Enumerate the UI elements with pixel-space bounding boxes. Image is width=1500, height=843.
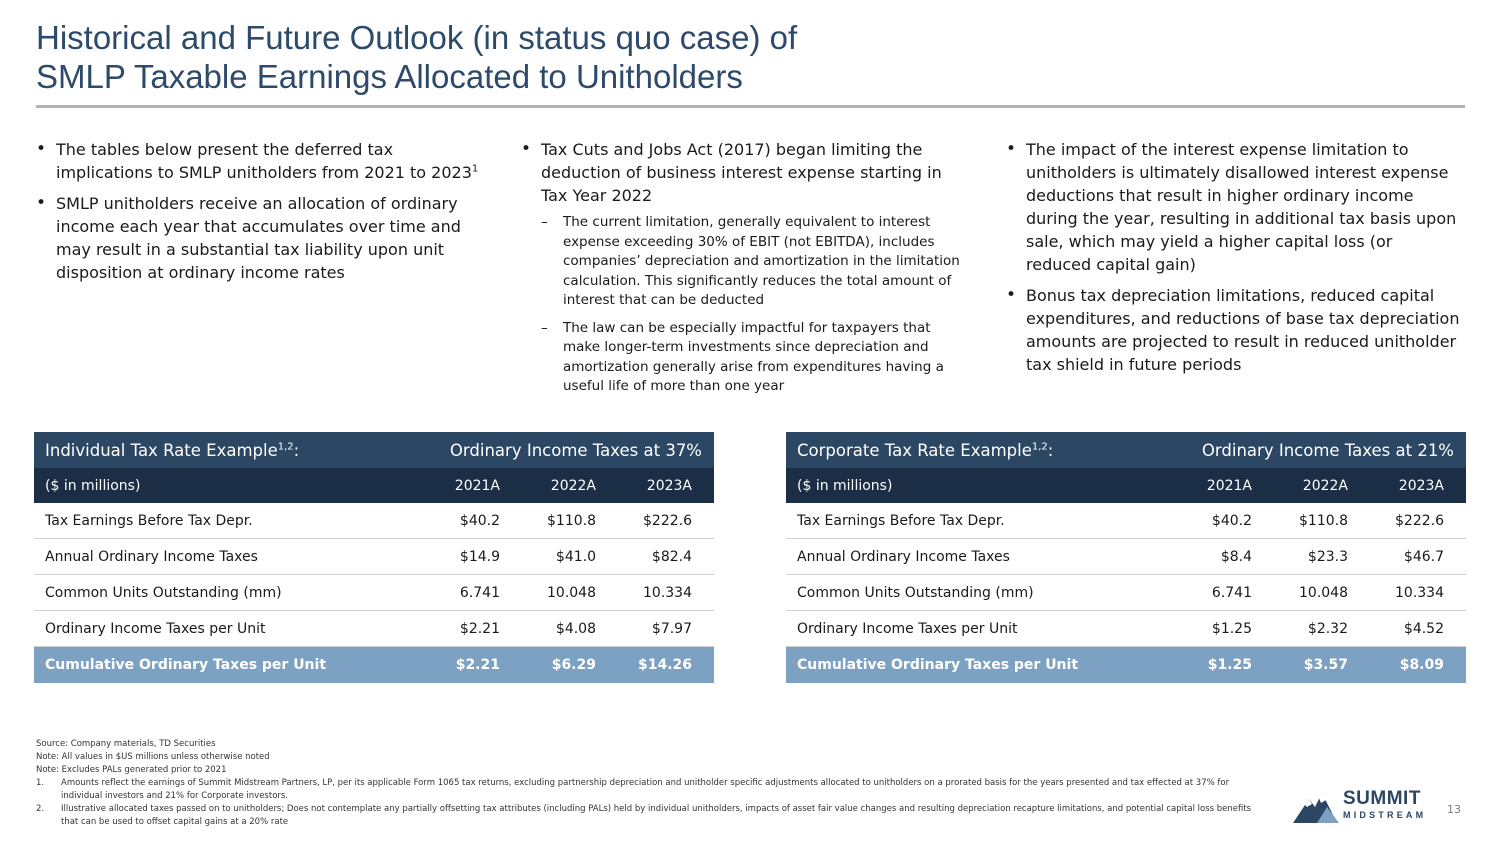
cell-value: $4.52 xyxy=(1348,610,1466,647)
table-row: Tax Earnings Before Tax Depr. $40.2 $110… xyxy=(786,503,1466,539)
footnote-number: 2. xyxy=(36,804,45,814)
cell-value: 10.334 xyxy=(596,574,714,611)
table-row: Annual Ordinary Income Taxes $14.9 $41.0… xyxy=(34,538,714,575)
cell-value: 6.741 xyxy=(1156,574,1252,611)
table-title: Corporate Tax Rate Example1,2: xyxy=(786,432,1156,468)
cell-value: 10.048 xyxy=(500,574,596,611)
logo-wordmark: SUMMIT xyxy=(1343,788,1421,809)
cell-value: 6.741 xyxy=(404,574,500,611)
table-row: Common Units Outstanding (mm) 6.741 10.0… xyxy=(786,574,1466,611)
cell-value: $46.7 xyxy=(1348,538,1466,575)
row-label: Tax Earnings Before Tax Depr. xyxy=(786,503,1156,539)
cell-value: $7.97 xyxy=(596,610,714,647)
title-divider xyxy=(36,105,1465,108)
mountain-icon xyxy=(1293,793,1339,823)
title-line-2: SMLP Taxable Earnings Allocated to Unith… xyxy=(36,58,743,95)
cell-value: $110.8 xyxy=(1252,503,1348,539)
table-header-row: ($ in millions) 2021A 2022A 2023A xyxy=(786,468,1466,503)
left-bullet-2: SMLP unitholders receive an allocation o… xyxy=(36,192,481,284)
total-value: $6.29 xyxy=(500,646,596,683)
middle-sub-bullet-1: The current limitation, generally equiva… xyxy=(541,213,966,311)
total-value: $3.57 xyxy=(1252,646,1348,683)
page-number: 13 xyxy=(1447,803,1461,816)
cell-value: $2.32 xyxy=(1252,610,1348,647)
footnote-1: 1. Amounts reflect the earnings of Summi… xyxy=(36,777,1256,803)
total-label: Cumulative Ordinary Taxes per Unit xyxy=(34,646,404,683)
row-label: Annual Ordinary Income Taxes xyxy=(34,538,404,575)
year-header: 2022A xyxy=(1252,468,1348,503)
table-total-row: Cumulative Ordinary Taxes per Unit $1.25… xyxy=(786,646,1466,683)
footnotes: Source: Company materials, TD Securities… xyxy=(36,738,1256,829)
individual-tax-table: Individual Tax Rate Example1,2: Ordinary… xyxy=(34,432,714,683)
year-header: 2021A xyxy=(1156,468,1252,503)
table-row: Ordinary Income Taxes per Unit $1.25 $2.… xyxy=(786,610,1466,647)
note-pals: Note: Excludes PALs generated prior to 2… xyxy=(36,765,227,775)
right-bullet-1: The impact of the interest expense limit… xyxy=(1006,138,1461,276)
cell-value: $222.6 xyxy=(596,503,714,539)
cell-value: $110.8 xyxy=(500,503,596,539)
footnote-ref: 1 xyxy=(471,163,479,175)
right-column: The impact of the interest expense limit… xyxy=(1006,138,1461,384)
left-column: The tables below present the deferred ta… xyxy=(36,138,481,292)
cell-value: $4.08 xyxy=(500,610,596,647)
row-label: Ordinary Income Taxes per Unit xyxy=(34,610,404,647)
units-label: ($ in millions) xyxy=(786,468,1156,503)
cell-value: $14.9 xyxy=(404,538,500,575)
source-note: Source: Company materials, TD Securities xyxy=(36,739,216,749)
table-header-row: ($ in millions) 2021A 2022A 2023A xyxy=(34,468,714,503)
note-values: Note: All values in $US millions unless … xyxy=(36,752,270,762)
corporate-tax-table: Corporate Tax Rate Example1,2: Ordinary … xyxy=(786,432,1466,683)
cell-value: $8.4 xyxy=(1156,538,1252,575)
cell-value: 10.334 xyxy=(1348,574,1466,611)
year-header: 2022A xyxy=(500,468,596,503)
total-label: Cumulative Ordinary Taxes per Unit xyxy=(786,646,1156,683)
row-label: Annual Ordinary Income Taxes xyxy=(786,538,1156,575)
year-header: 2023A xyxy=(596,468,714,503)
year-header: 2021A xyxy=(404,468,500,503)
tax-rate-label: Ordinary Income Taxes at 21% xyxy=(1156,432,1466,468)
table-row: Ordinary Income Taxes per Unit $2.21 $4.… xyxy=(34,610,714,647)
cell-value: 10.048 xyxy=(1252,574,1348,611)
cell-value: $2.21 xyxy=(404,610,500,647)
tax-rate-label: Ordinary Income Taxes at 37% xyxy=(404,432,714,468)
middle-bullet-1: Tax Cuts and Jobs Act (2017) began limit… xyxy=(521,138,966,397)
row-label: Ordinary Income Taxes per Unit xyxy=(786,610,1156,647)
summit-midstream-logo: SUMMIT MIDSTREAM xyxy=(1291,785,1426,827)
footnote-number: 1. xyxy=(36,778,45,788)
total-value: $8.09 xyxy=(1348,646,1466,683)
year-header: 2023A xyxy=(1348,468,1466,503)
cell-value: $23.3 xyxy=(1252,538,1348,575)
table-row: Common Units Outstanding (mm) 6.741 10.0… xyxy=(34,574,714,611)
table-row: Annual Ordinary Income Taxes $8.4 $23.3 … xyxy=(786,538,1466,575)
page-title: Historical and Future Outlook (in status… xyxy=(36,18,1456,96)
cell-value: $82.4 xyxy=(596,538,714,575)
cell-value: $41.0 xyxy=(500,538,596,575)
middle-sub-bullet-2: The law can be especially impactful for … xyxy=(541,319,966,397)
total-value: $14.26 xyxy=(596,646,714,683)
units-label: ($ in millions) xyxy=(34,468,404,503)
row-label: Tax Earnings Before Tax Depr. xyxy=(34,503,404,539)
cell-value: $1.25 xyxy=(1156,610,1252,647)
logo-subtitle: MIDSTREAM xyxy=(1343,810,1427,820)
cell-value: $222.6 xyxy=(1348,503,1466,539)
table-title-row: Corporate Tax Rate Example1,2: Ordinary … xyxy=(786,432,1466,468)
cell-value: $40.2 xyxy=(1156,503,1252,539)
title-line-1: Historical and Future Outlook (in status… xyxy=(36,19,798,56)
left-bullet-1: The tables below present the deferred ta… xyxy=(36,138,481,184)
row-label: Common Units Outstanding (mm) xyxy=(34,574,404,611)
table-total-row: Cumulative Ordinary Taxes per Unit $2.21… xyxy=(34,646,714,683)
table-title-row: Individual Tax Rate Example1,2: Ordinary… xyxy=(34,432,714,468)
table-title: Individual Tax Rate Example1,2: xyxy=(34,432,404,468)
footnote-text: Amounts reflect the earnings of Summit M… xyxy=(61,778,1230,801)
footnote-2: 2. Illustrative allocated taxes passed o… xyxy=(36,803,1256,829)
middle-column: Tax Cuts and Jobs Act (2017) began limit… xyxy=(521,138,966,405)
right-bullet-2: Bonus tax depreciation limitations, redu… xyxy=(1006,284,1461,376)
total-value: $2.21 xyxy=(404,646,500,683)
cell-value: $40.2 xyxy=(404,503,500,539)
table-row: Tax Earnings Before Tax Depr. $40.2 $110… xyxy=(34,503,714,539)
row-label: Common Units Outstanding (mm) xyxy=(786,574,1156,611)
total-value: $1.25 xyxy=(1156,646,1252,683)
footnote-text: Illustrative allocated taxes passed on t… xyxy=(61,804,1252,827)
